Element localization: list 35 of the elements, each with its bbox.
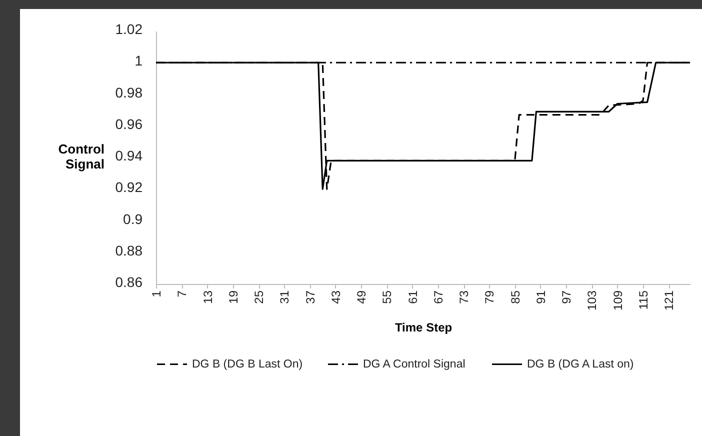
x-tick-label: 19 <box>226 290 240 304</box>
y-tick-label: 0.94 <box>115 148 143 164</box>
x-tick-label: 85 <box>508 290 522 304</box>
x-tick-label: 31 <box>278 290 292 304</box>
x-tick-label: 97 <box>560 290 574 304</box>
x-tick-label: 91 <box>534 290 548 304</box>
x-tick-label: 7 <box>175 290 190 298</box>
x-tick-label: 43 <box>328 290 343 304</box>
x-tick-label: 79 <box>482 290 497 304</box>
y-tick-label: 1 <box>134 52 143 69</box>
x-tick-label: 13 <box>200 290 215 304</box>
x-tick-label: 103 <box>585 290 600 311</box>
y-tick-label: 0.88 <box>115 242 143 258</box>
x-tick-label: 37 <box>303 290 318 304</box>
x-tick-label: 55 <box>380 290 394 304</box>
x-tick-label: 49 <box>354 290 369 304</box>
y-tick-label: 1.02 <box>115 21 143 37</box>
y-axis-title: Control Signal <box>58 142 104 172</box>
y-tick-label: 0.9 <box>123 210 143 227</box>
x-tick-label: 61 <box>406 290 420 304</box>
y-tick-label: 0.96 <box>115 116 143 132</box>
y-tick-label: 0.86 <box>115 274 143 290</box>
x-tick-label: 25 <box>252 290 266 304</box>
y-tick-label: 0.98 <box>115 84 143 100</box>
x-tick-label: 115 <box>636 290 651 310</box>
legend-label: DG B (DG A Last on) <box>527 358 634 370</box>
x-axis-title: Time Step <box>394 320 452 335</box>
legend-label: DG B (DG B Last On) <box>192 358 303 370</box>
x-tick-label: 73 <box>457 290 472 304</box>
legend-label: DG A Control Signal <box>363 358 466 370</box>
x-tick-label: 1 <box>150 290 164 298</box>
x-tick-label: 67 <box>431 290 446 304</box>
x-tick-label: 109 <box>610 290 625 311</box>
x-tick-label: 121 <box>662 290 676 311</box>
y-tick-label: 0.92 <box>115 179 143 196</box>
